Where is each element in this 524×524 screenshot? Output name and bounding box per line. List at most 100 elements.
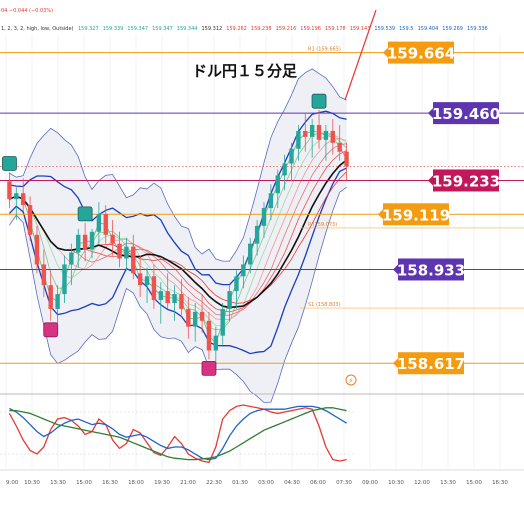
candle	[330, 119, 336, 155]
indicator-values: 159.327 159.339 159.347 159.347 159.344 159.3…	[78, 26, 488, 32]
candle	[165, 273, 170, 309]
indicator-value: 159.238	[251, 26, 272, 32]
candle	[103, 205, 108, 244]
candle	[172, 285, 177, 321]
candle	[62, 255, 67, 303]
band-lower-outer	[9, 186, 347, 403]
candle	[275, 169, 280, 209]
time-axis-tick: 19:30	[154, 480, 170, 486]
candle	[206, 311, 212, 360]
indicator-value: 159.196	[300, 26, 321, 32]
candle	[303, 113, 308, 152]
indicator-value: 159.262	[226, 26, 247, 32]
candle	[192, 303, 198, 342]
time-axis-tick: 15:00	[466, 480, 482, 486]
candle	[227, 285, 232, 321]
candle	[48, 270, 53, 321]
candle	[213, 326, 219, 369]
svg-text:⚡: ⚡	[349, 377, 354, 385]
candle	[41, 249, 47, 298]
price-tag-label: 158.617	[397, 355, 465, 373]
bollinger-band-area	[9, 68, 347, 403]
indicator-value: 159.347	[127, 26, 148, 32]
signal-bottom-marker	[43, 322, 59, 338]
ma-ribbon-line	[9, 137, 347, 321]
candle	[7, 172, 12, 209]
time-axis-tick: 13:30	[440, 480, 456, 486]
price-tag-label: 159.460	[432, 105, 500, 123]
indicator-value: 159.216	[276, 26, 297, 32]
signal-top-marker	[77, 206, 93, 222]
ma-black-line	[9, 159, 348, 309]
time-axis-tick: 10:30	[388, 480, 404, 486]
time-axis-tick: 06:00	[310, 480, 326, 486]
indicator-value: 159.178	[325, 26, 346, 32]
candle	[296, 125, 301, 161]
candle	[289, 142, 294, 182]
candle	[27, 196, 33, 241]
chart-title: ドル円１５分足	[192, 62, 298, 80]
candle	[76, 228, 81, 268]
trend-arrow-line	[344, 9, 377, 101]
time-axis-tick: 22:30	[206, 480, 222, 486]
candle	[82, 222, 88, 262]
time-axis-tick: 21:00	[180, 480, 196, 486]
time-axis-tick: 13:30	[50, 480, 66, 486]
oscillator-line	[8, 404, 347, 464]
indicator-value: 159.347	[152, 26, 173, 32]
price-tag-label: 159.233	[432, 172, 500, 190]
candle	[55, 285, 60, 324]
candle	[268, 184, 274, 220]
price-tag: 158.933	[393, 258, 465, 281]
price-tag: 159.460	[428, 102, 500, 125]
candle	[309, 119, 315, 158]
indicator-value: 159.312	[202, 26, 223, 32]
candle	[179, 279, 184, 315]
price-tag-label: 158.933	[397, 261, 465, 279]
indicator-params-text: 1, 2, 3, 2, high, low, Outside)	[1, 26, 74, 32]
time-axis-tick: 09:00	[362, 480, 378, 486]
candle	[14, 187, 19, 220]
candle	[124, 237, 129, 271]
pivot-label: P (159.073)	[308, 222, 337, 228]
candle	[34, 225, 40, 274]
band-upper-outer	[9, 68, 347, 262]
candle	[96, 202, 102, 244]
price-tag: 159.119	[378, 203, 450, 226]
indicator-value: 159.404	[418, 26, 439, 32]
time-axis-tick: 12:00	[414, 480, 430, 486]
candle	[323, 125, 329, 161]
time-axis-tick: 03:00	[258, 480, 274, 486]
time-axis-tick: 18:00	[128, 480, 144, 486]
price-tag-label: 159.664	[387, 45, 455, 63]
price-tag: 159.664	[383, 41, 455, 64]
candle	[199, 294, 205, 333]
signal-top-marker	[2, 156, 17, 171]
candle	[241, 255, 246, 289]
candle	[220, 303, 225, 345]
pivot-label: S1 (158.803)	[308, 302, 341, 308]
candle	[20, 178, 26, 212]
candle	[344, 142, 349, 182]
oscillator-line	[9, 407, 347, 461]
band-lower-inner	[8, 167, 347, 355]
candle	[144, 267, 150, 303]
signal-top-marker	[311, 93, 327, 109]
time-axis-tick: 16:30	[102, 480, 118, 486]
candle	[261, 202, 267, 238]
candle	[186, 297, 191, 339]
time-axis-tick: 04:30	[284, 480, 300, 486]
indicator-value: 159.5	[399, 26, 413, 32]
signal-bottom-marker	[201, 360, 217, 376]
candle	[117, 231, 122, 268]
time-axis-tick: 16:30	[492, 480, 508, 486]
candle	[316, 110, 322, 149]
oscillator-pane	[0, 404, 354, 464]
candle	[69, 243, 74, 286]
indicator-value: 159.344	[177, 26, 198, 32]
candle	[89, 228, 95, 259]
price-change-text: 04 −0.044 (−0.03%)	[1, 8, 53, 14]
candle	[337, 125, 342, 161]
indicator-value: 159.143	[350, 26, 371, 32]
lightning-icon[interactable]: ⚡	[345, 374, 357, 386]
